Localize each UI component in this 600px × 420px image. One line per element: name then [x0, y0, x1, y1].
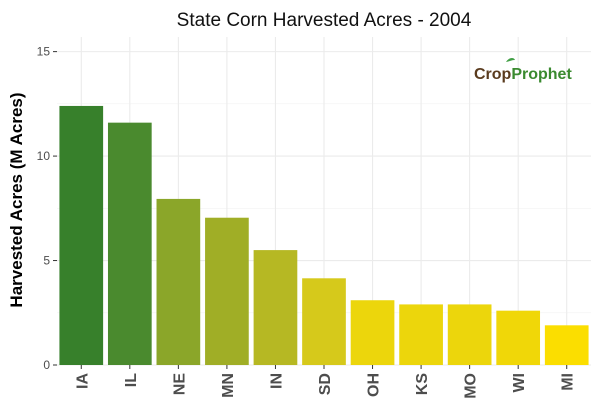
bar-ia [59, 105, 104, 365]
chart-title: State Corn Harvested Acres - 2004 [177, 10, 472, 31]
x-tick-label: MI [560, 373, 577, 391]
bar-ne [156, 198, 201, 365]
bars [59, 105, 589, 365]
logo-text-crop: Crop [474, 66, 512, 83]
x-tick-label: KS [414, 373, 431, 396]
bar-wi [496, 310, 541, 365]
x-tick-label: IN [268, 373, 285, 389]
logo-text-prophet: Prophet [511, 66, 572, 83]
x-axis-ticks: IA IL NE MN IN SD OH KS MO WI MI [74, 365, 577, 399]
bar-in [253, 250, 298, 365]
x-tick-label: IA [74, 373, 91, 389]
bar-mn [205, 217, 249, 365]
x-tick-label: MN [220, 373, 237, 398]
leaf-icon [506, 57, 515, 62]
bar-sd [302, 278, 346, 365]
svg-text:CropProphet: CropProphet [474, 66, 572, 83]
x-tick-label: WI [511, 373, 528, 393]
x-tick-label: MO [463, 373, 480, 399]
y-tick-label: 5 [43, 254, 50, 268]
x-tick-label: OH [366, 373, 383, 397]
bar-oh [350, 300, 395, 365]
bar-il [107, 122, 152, 365]
bar-mo [447, 304, 492, 365]
logo: CropProphet [474, 57, 572, 83]
y-axis-ticks: 0 5 10 15 [37, 45, 57, 372]
y-tick-label: 10 [37, 149, 51, 163]
x-tick-label: NE [171, 373, 188, 396]
x-tick-label: IL [123, 373, 140, 387]
bar-ks [399, 304, 443, 365]
y-axis-label: Harvested Acres (M Acres) [7, 92, 26, 307]
y-tick-label: 15 [37, 45, 51, 59]
bar-mi [544, 325, 589, 365]
y-tick-label: 0 [43, 358, 50, 372]
x-tick-label: SD [317, 373, 334, 395]
